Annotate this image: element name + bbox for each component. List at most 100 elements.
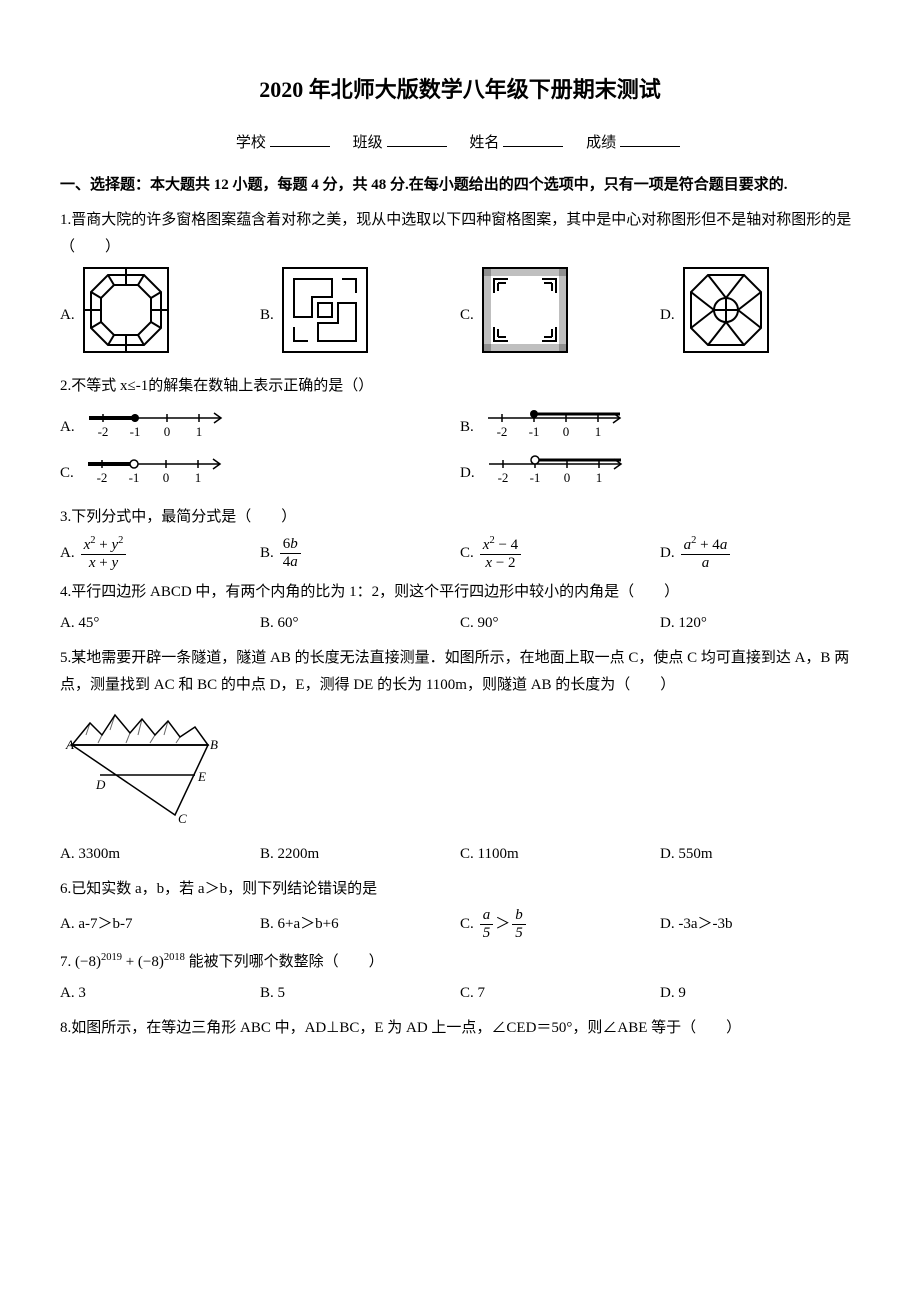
page-title: 2020 年北师大版数学八年级下册期末测试 [60,70,860,110]
question-4: 4.平行四边形 ABCD 中，有两个内角的比为 1：2，则这个平行四边形中较小的… [60,579,860,637]
svg-text:-1: -1 [528,424,539,439]
q4-opt-c: C. 90° [460,610,660,637]
svg-text:-2: -2 [497,470,508,485]
q7-post: 能被下列哪个数整除（ ） [189,954,384,970]
q3-frac-a: x2 + y2 x + y [81,535,127,571]
q2-opt-d-label: D. [460,460,475,487]
q1-opt-b-label: B. [260,302,274,329]
svg-text:0: 0 [163,470,170,485]
q4-opt-b: B. 60° [260,610,460,637]
q2-opt-c-label: C. [60,460,74,487]
q6-opt-d: D. -3a＞-3b [660,911,860,938]
q3-text: 3.下列分式中，最简分式是（ ） [60,504,860,531]
q1-opt-c-label: C. [460,302,474,329]
svg-text:-1: -1 [128,470,139,485]
svg-text:0: 0 [563,424,570,439]
svg-text:1: 1 [195,470,202,485]
q5-opt-a: A. 3300m [60,841,260,868]
q1-text: 1.晋商大院的许多窗格图案蕴含着对称之美，现从中选取以下四种窗格图案，其中是中心… [60,207,860,261]
label-class: 班级 [353,135,383,151]
q3-opt-a-label: A. [60,540,75,567]
q2-numberline-d-icon: -2 -1 0 1 [481,450,631,496]
q2-opt-b-label: B. [460,414,474,441]
q6-opt-c: C. a5 ＞ b5 [460,907,660,941]
q4-opt-a: A. 45° [60,610,260,637]
q4-opt-d: D. 120° [660,610,860,637]
q3-opt-d-label: D. [660,540,675,567]
q6-opt-c-label: C. [460,911,474,938]
q2-numberline-a-icon: -2 -1 0 1 [81,404,231,450]
q5-text: 5.某地需要开辟一条隧道，隧道 AB 的长度无法直接测量．如图所示，在地面上取一… [60,645,860,699]
svg-text:-2: -2 [97,424,108,439]
q3-frac-d: a2 + 4a a [681,535,731,571]
q7-text: 7. (−8)2019 + (−8)2018 能被下列哪个数整除（ ） [60,949,860,976]
q2-numberline-b-icon: -2 -1 0 1 [480,404,630,450]
q2-opt-a: A. -2 -1 0 1 [60,404,460,450]
q7-opt-d: D. 9 [660,980,860,1007]
q1-opt-a-label: A. [60,302,75,329]
section-1-heading: 一、选择题：本大题共 12 小题，每题 4 分，共 48 分.在每小题给出的四个… [60,171,860,200]
q3-opt-d: D. a2 + 4a a [660,535,860,571]
label-school: 学校 [236,135,266,151]
svg-text:-1: -1 [529,470,540,485]
blank-name [503,131,563,147]
q3-frac-c: x2 − 4 x − 2 [480,535,521,571]
q6-opt-b: B. 6+a＞b+6 [260,911,460,938]
blank-class [387,131,447,147]
svg-text:A: A [65,737,74,752]
q3-opt-c-label: C. [460,540,474,567]
q2-opt-d: D. -2 -1 0 1 [460,450,860,496]
q3-opt-c: C. x2 − 4 x − 2 [460,535,660,571]
q1-opt-b: B. [260,265,460,365]
q3-frac-b: 6b 4a [280,536,301,570]
svg-text:C: C [178,811,187,825]
q7-opt-c: C. 7 [460,980,660,1007]
question-1: 1.晋商大院的许多窗格图案蕴含着对称之美，现从中选取以下四种窗格图案，其中是中心… [60,207,860,365]
q3-opt-b-label: B. [260,540,274,567]
q6-frac-left: a5 [480,907,494,941]
q6-gt: ＞ [495,911,510,938]
q3-opt-b: B. 6b 4a [260,536,460,570]
q2-opt-c: C. -2 -1 0 1 [60,450,460,496]
q6-frac-right: b5 [512,907,526,941]
svg-text:1: 1 [595,470,602,485]
q3-opt-a: A. x2 + y2 x + y [60,535,260,571]
question-3: 3.下列分式中，最简分式是（ ） A. x2 + y2 x + y B. 6b … [60,504,860,571]
svg-text:B: B [210,737,218,752]
q1-pattern-a-icon [81,265,171,365]
q7-expr-a: (−8) [75,954,101,970]
svg-text:D: D [95,777,106,792]
q8-text: 8.如图所示，在等边三角形 ABC 中，AD⊥BC，E 为 AD 上一点，∠CE… [60,1015,860,1042]
svg-text:1: 1 [595,424,602,439]
svg-text:-2: -2 [96,470,107,485]
q1-opt-c: C. [460,265,660,365]
svg-text:-2: -2 [496,424,507,439]
q6-opt-a: A. a-7＞b-7 [60,911,260,938]
q4-text: 4.平行四边形 ABCD 中，有两个内角的比为 1：2，则这个平行四边形中较小的… [60,579,860,606]
q1-opt-a: A. [60,265,260,365]
label-score: 成绩 [586,135,616,151]
q5-opt-b: B. 2200m [260,841,460,868]
q5-opt-d: D. 550m [660,841,860,868]
q2-numberline-c-icon: -2 -1 0 1 [80,450,230,496]
q5-opt-c: C. 1100m [460,841,660,868]
svg-text:0: 0 [563,470,570,485]
q7-opt-b: B. 5 [260,980,460,1007]
q7-opt-a: A. 3 [60,980,260,1007]
info-blanks-row: 学校 班级 姓名 成绩 [60,130,860,157]
q2-text: 2.不等式 x≤-1的解集在数轴上表示正确的是（） [60,373,860,400]
q1-pattern-d-icon [681,265,771,365]
question-6: 6.已知实数 a，b，若 a＞b，则下列结论错误的是 A. a-7＞b-7 B.… [60,876,860,941]
blank-school [270,131,330,147]
svg-text:1: 1 [195,424,202,439]
q1-pattern-c-icon [480,265,570,365]
q2-opt-b: B. -2 -1 0 1 [460,404,860,450]
q7-exp-b: 2018 [164,952,185,963]
blank-score [620,131,680,147]
q5-figure: A B D E C [60,705,860,835]
label-name: 姓名 [469,135,499,151]
question-2: 2.不等式 x≤-1的解集在数轴上表示正确的是（） A. -2 -1 0 1 B… [60,373,860,496]
q7-expr-b: (−8) [138,954,164,970]
svg-text:-1: -1 [129,424,140,439]
q2-opt-a-label: A. [60,414,75,441]
